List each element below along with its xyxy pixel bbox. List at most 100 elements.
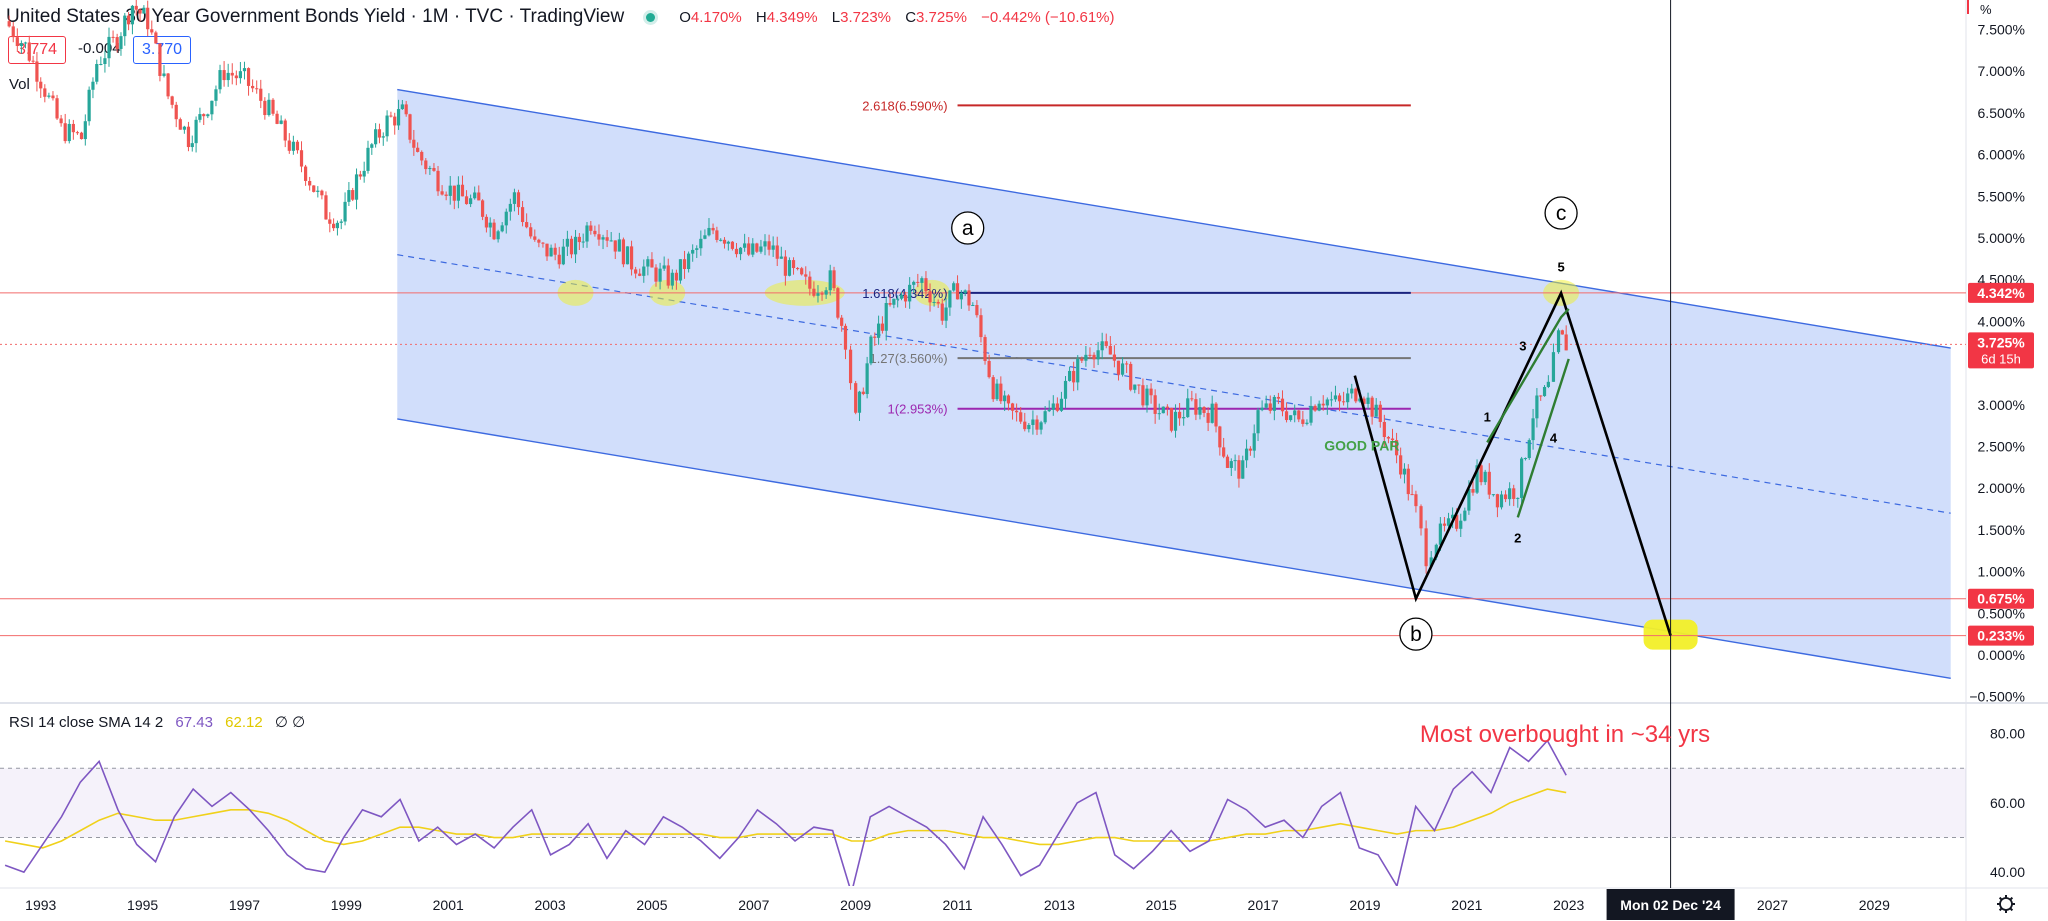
wave-label: b	[1410, 623, 1422, 646]
price-tag	[1968, 625, 2034, 646]
candle-body	[1268, 403, 1272, 411]
volume-legend[interactable]: Vol	[9, 76, 30, 93]
candle-body	[967, 290, 971, 306]
regression-channel	[397, 89, 1951, 679]
time-axis-tick: 2021	[1451, 897, 1482, 913]
candle-body	[865, 363, 869, 395]
candle-body	[687, 253, 691, 270]
candle-body	[1414, 494, 1418, 507]
candle-body	[1459, 520, 1463, 529]
wave-label: 4	[1550, 430, 1558, 445]
price-tag-label: 4.342%	[1977, 285, 2025, 301]
candle-body	[1491, 494, 1495, 496]
candle-body	[246, 68, 251, 86]
candle-body	[374, 129, 378, 145]
rsi-legend[interactable]: RSI 14 close SMA 14 2 67.43 62.12 ∅ ∅	[9, 713, 305, 731]
candle-body	[259, 88, 263, 101]
candle-body	[347, 190, 351, 202]
candle-body	[1564, 334, 1568, 351]
chart-header: United States 30 Year Government Bonds Y…	[6, 2, 1125, 32]
wedge-upper-line	[1486, 308, 1570, 443]
candle-body	[605, 237, 609, 241]
candle-body	[533, 236, 537, 240]
candle-body	[963, 290, 967, 293]
candle-body	[202, 114, 206, 117]
candle-body	[1202, 407, 1206, 413]
candle-body	[1301, 419, 1305, 424]
candle-body	[99, 64, 103, 66]
candle-body	[404, 104, 408, 115]
candle-body	[416, 147, 420, 152]
cursor-date-label: Mon 02 Dec '24	[1620, 897, 1721, 913]
price-axis-tick: 6.500%	[1978, 105, 2025, 121]
candle-body	[734, 248, 739, 255]
candle-body	[1442, 523, 1447, 526]
chart-title[interactable]: United States 30 Year Government Bonds Y…	[6, 6, 625, 27]
candle-body	[1182, 417, 1186, 419]
candle-body	[670, 272, 674, 286]
candle-body	[1031, 419, 1035, 425]
time-axis-tick: 1997	[229, 897, 260, 913]
candle-body	[1346, 393, 1350, 403]
rsi-panel	[0, 739, 1966, 886]
candle-body	[888, 303, 892, 305]
gear-icon[interactable]	[1997, 895, 2015, 913]
candle-body	[23, 42, 28, 44]
candle-body	[1483, 471, 1487, 483]
candle-body	[234, 75, 238, 79]
candle-body	[95, 64, 99, 82]
candle-body	[103, 58, 107, 65]
candle-body	[545, 243, 549, 257]
candle-body	[1289, 415, 1293, 421]
candle-body	[138, 9, 142, 14]
price-axis-tick: 5.000%	[1978, 230, 2025, 246]
candle-body	[553, 247, 557, 255]
candle-body	[299, 150, 304, 167]
candle-body	[1450, 514, 1455, 519]
candle-body	[1153, 395, 1157, 414]
candle-body	[316, 190, 320, 192]
candle-body	[1055, 403, 1059, 411]
candle-body	[1410, 494, 1414, 496]
candle-body	[609, 240, 613, 242]
candle-body	[1178, 411, 1182, 419]
candle-body	[751, 243, 755, 255]
candle-body	[351, 190, 355, 200]
channel-median-line	[397, 254, 1951, 514]
candle-body	[47, 95, 51, 97]
ohlc-high-label: H	[755, 8, 767, 26]
candle-body	[79, 132, 84, 140]
candle-body	[955, 283, 960, 300]
candle-body	[339, 221, 343, 223]
wave-label: 5	[1557, 259, 1564, 274]
candle-body	[529, 227, 533, 237]
candle-body	[198, 114, 202, 120]
candle-body	[1512, 488, 1516, 499]
candle-body	[448, 185, 452, 196]
candle-body	[1362, 398, 1366, 404]
candle-body	[1214, 403, 1218, 427]
candles	[7, 0, 1568, 574]
ohlc-close-value: 3.725%	[916, 8, 967, 26]
candle-body	[691, 249, 695, 254]
candle-body	[726, 241, 730, 244]
candle-body	[508, 203, 512, 212]
wave-label: c	[1556, 202, 1567, 225]
candle-body	[662, 265, 666, 269]
candle-body	[1523, 458, 1528, 460]
candle-body	[869, 336, 873, 364]
candle-body	[43, 88, 47, 97]
buy-price-button[interactable]: 3.770	[133, 36, 192, 64]
rsi-sma-line	[4, 788, 1567, 849]
wave-label: 3	[1519, 339, 1526, 354]
candle-body	[91, 81, 95, 90]
ohlc-close-label: C	[905, 8, 917, 26]
gear-icon-tooth	[2009, 907, 2014, 912]
candle-body	[1402, 468, 1407, 475]
price-axis-tick: 7.500%	[1978, 22, 2025, 38]
candle-body	[979, 315, 983, 338]
candle-body	[31, 60, 35, 62]
wave-label-circle	[1399, 617, 1433, 651]
candle-body	[480, 200, 485, 217]
